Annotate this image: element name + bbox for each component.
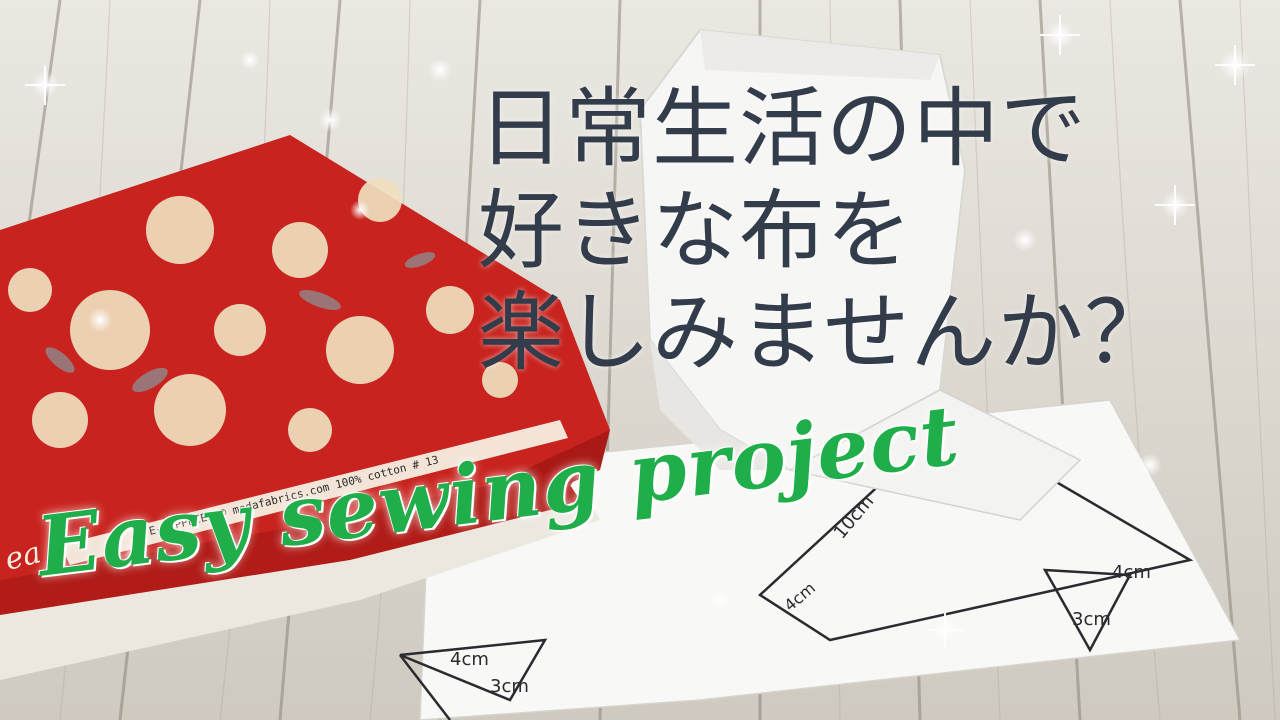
pattern-label-4cm-left: 4cm [450, 649, 489, 670]
headline-line-1: 日常生活の中で [478, 79, 1087, 179]
pattern-label-4cm-center: 4cm [780, 578, 819, 615]
red-fabric-stack [0, 135, 610, 680]
pattern-label-10cm: 10cm [830, 491, 878, 543]
pattern-label-3cm-right: 3cm [1072, 609, 1111, 630]
paper-box [638, 28, 1082, 521]
headline-line-3: 楽しみませんか？ [478, 283, 1172, 383]
headline-line-2: 好きな布を [478, 181, 913, 281]
pattern-label-4cm-right: 4cm [1112, 562, 1151, 583]
headline-japanese: 日常生活の中で 好きな布を 楽しみませんか？ [478, 78, 1171, 384]
pattern-label-3cm-left: 3cm [490, 676, 529, 697]
fabric-brand-fragment: ea [1, 535, 44, 578]
